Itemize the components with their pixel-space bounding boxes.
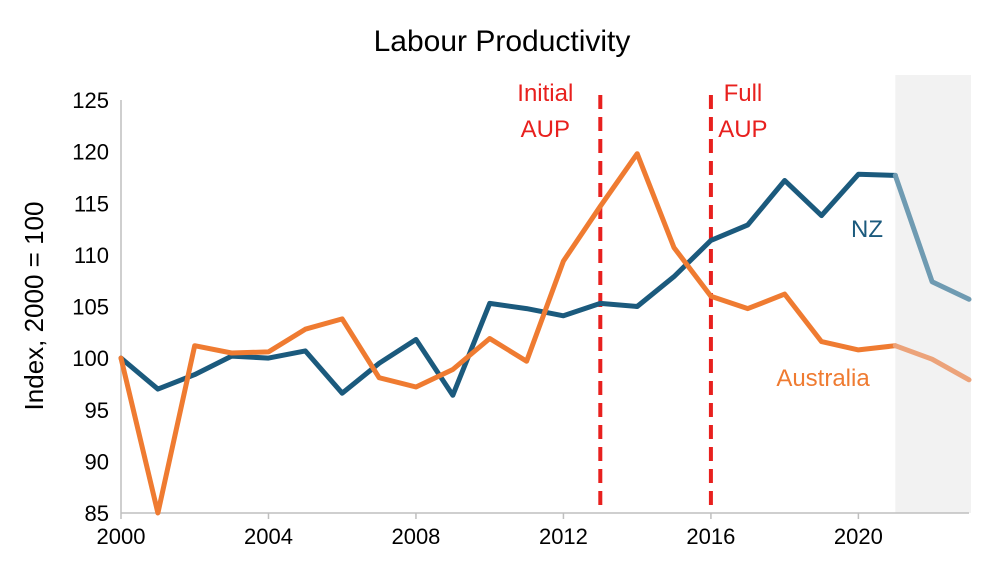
chart-title: Labour Productivity: [374, 25, 631, 58]
y-tick-label: 105: [72, 295, 109, 320]
annotation-label: Initial: [517, 80, 573, 107]
series-line-nz: [118, 171, 898, 398]
series-forecast-line-australia: [892, 343, 972, 383]
x-tick-label: 2008: [391, 524, 440, 549]
annotation-label: AUP: [718, 116, 767, 143]
x-tick-label: 2012: [539, 524, 588, 549]
x-tick-label: 2000: [97, 524, 146, 549]
y-tick-label: 110: [74, 243, 109, 268]
y-axis-label: Index, 2000 = 100: [19, 202, 49, 411]
series-line-australia: [118, 151, 898, 516]
series-label-nz: NZ: [851, 216, 883, 243]
annotation-label: AUP: [521, 116, 570, 143]
y-tick-label: 125: [72, 88, 109, 113]
x-tick-label: 2016: [686, 524, 735, 549]
x-tick-label: 2004: [244, 524, 293, 549]
y-tick-label: 115: [74, 191, 109, 216]
y-tick-label: 85: [85, 501, 109, 526]
y-tick-label: 100: [72, 346, 109, 371]
y-tick-label: 120: [72, 140, 109, 165]
y-tick-label: 90: [85, 449, 109, 474]
plot-area: 85 90 95 100 105 110 115 120 125 2000 2004 2008 2012…: [72, 75, 972, 549]
series-forecast-line-nz: [892, 172, 972, 302]
y-tick-label: 95: [85, 398, 109, 423]
series-label-australia: Australia: [776, 365, 870, 392]
x-tick-label: 2020: [834, 524, 883, 549]
annotation-label: Full: [724, 80, 763, 107]
